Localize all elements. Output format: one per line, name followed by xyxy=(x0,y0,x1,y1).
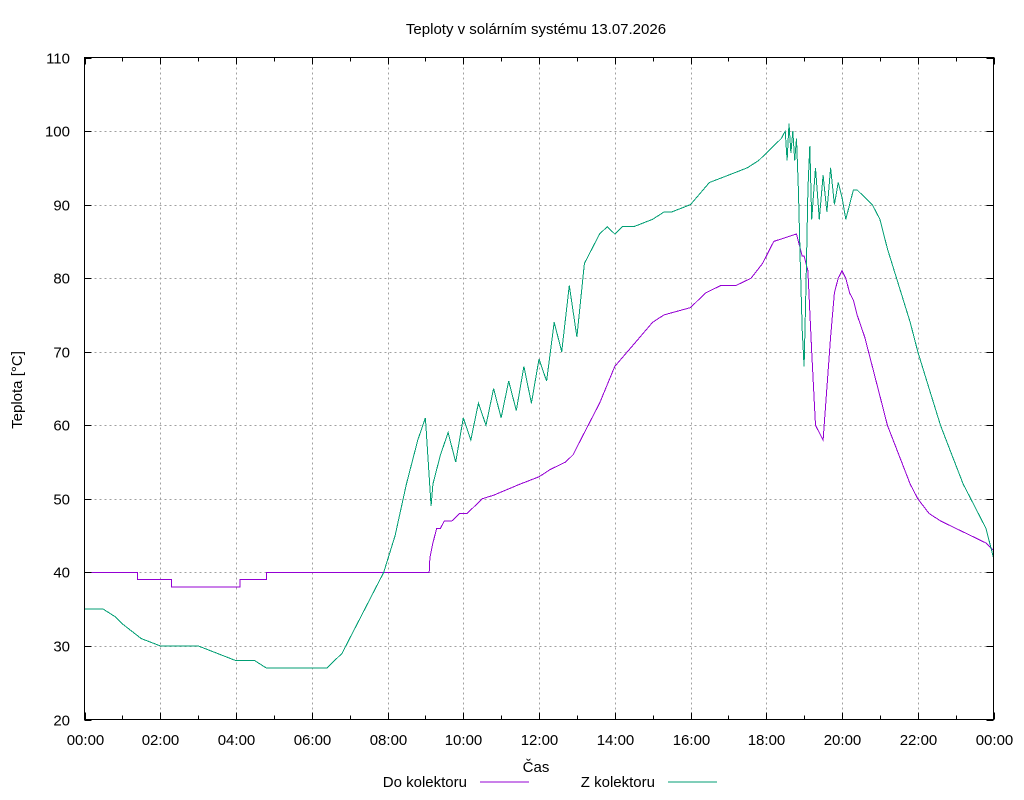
y-axis-title: Teplota [°C] xyxy=(9,351,26,429)
grid-layer xyxy=(84,57,994,720)
y-tick-label: 100 xyxy=(45,124,70,141)
x-tick-label: 02:00 xyxy=(142,732,180,749)
series-line-do-kolektoru xyxy=(84,233,994,588)
x-tick-label: 16:00 xyxy=(673,732,711,749)
x-tick-label: 20:00 xyxy=(824,732,862,749)
x-tick-labels: 00:00 02:00 04:00 06:00 08:00 10:00 12:00 14:00… xyxy=(67,732,1014,749)
x-tick-label: 00:00 xyxy=(67,732,105,749)
x-tick-label: 06:00 xyxy=(294,732,332,749)
y-tick-label: 40 xyxy=(53,565,70,582)
y-tick-label: 50 xyxy=(53,492,70,509)
y-tick-label: 70 xyxy=(53,345,70,362)
x-tick-label: 10:00 xyxy=(445,732,483,749)
legend: Do kolektoru Z kolektoru xyxy=(383,774,717,791)
x-tick-label: 14:00 xyxy=(597,732,635,749)
y-tick-label: 30 xyxy=(53,639,70,656)
legend-label-z-kolektoru: Z kolektoru xyxy=(581,774,655,791)
y-tick-label: 20 xyxy=(53,713,70,730)
x-tick-label: 04:00 xyxy=(218,732,256,749)
x-tick-label: 08:00 xyxy=(370,732,408,749)
chart-title: Teploty v solárním systému 13.07.2026 xyxy=(406,21,666,38)
x-tick-label: 00:00 xyxy=(976,732,1014,749)
series-line-z-kolektoru xyxy=(84,123,994,669)
series-layer xyxy=(84,123,994,669)
tick-layer xyxy=(84,57,995,721)
x-tick-label: 22:00 xyxy=(900,732,938,749)
y-tick-labels: 20 30 40 50 60 70 80 90 100 110 xyxy=(45,51,70,730)
x-tick-label: 12:00 xyxy=(521,732,559,749)
y-tick-label: 60 xyxy=(53,418,70,435)
x-axis-title: Čas xyxy=(523,759,550,776)
y-tick-label: 90 xyxy=(53,198,70,215)
y-tick-label: 110 xyxy=(46,51,70,68)
x-tick-label: 18:00 xyxy=(748,732,786,749)
y-tick-label: 80 xyxy=(53,271,70,288)
legend-label-do-kolektoru: Do kolektoru xyxy=(383,774,467,791)
